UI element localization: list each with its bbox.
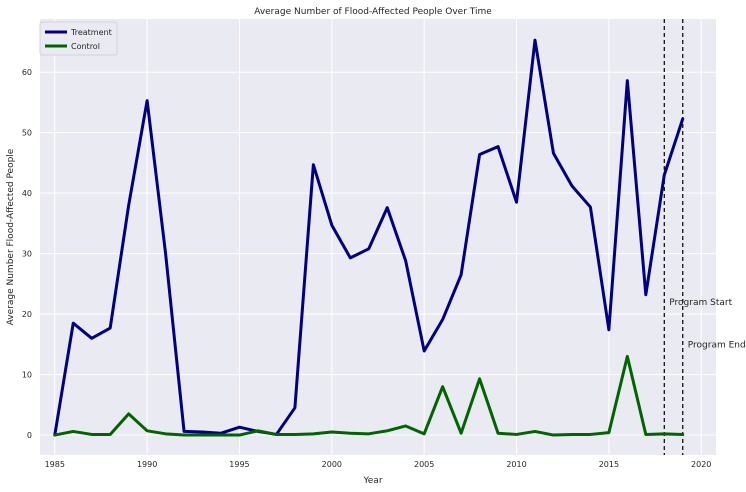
chart-grid bbox=[40, 19, 716, 455]
legend: Treatment Control bbox=[39, 21, 118, 56]
x-tick-label: 2015 bbox=[599, 460, 619, 469]
legend-treatment-label: Treatment bbox=[70, 28, 112, 37]
y-tick-label: 40 bbox=[22, 189, 32, 198]
series-line-control bbox=[53, 354, 685, 437]
y-tick-label: 30 bbox=[22, 250, 32, 259]
program-lines bbox=[663, 19, 684, 455]
x-tick-label: 2000 bbox=[322, 460, 342, 469]
chart-title: Average Number of Flood-Affected People … bbox=[254, 7, 492, 17]
chart-ticks: 1985 1990 1995 2000 2005 2010 2015 2020 0 10 20 30 4… bbox=[22, 68, 712, 469]
program-end-label: Program End bbox=[688, 340, 746, 350]
series-line-treatment bbox=[53, 38, 685, 437]
chart-series bbox=[53, 38, 685, 437]
x-tick-label: 1985 bbox=[45, 460, 65, 469]
y-axis-label: Average Number Flood-Affected People bbox=[6, 148, 16, 325]
x-axis-label: Year bbox=[362, 476, 382, 486]
legend-control-label: Control bbox=[71, 42, 100, 51]
x-tick-label: 1995 bbox=[229, 460, 249, 469]
program-start-label: Program Start bbox=[669, 298, 732, 308]
x-tick-label: 2010 bbox=[506, 460, 526, 469]
chart-plot-area bbox=[40, 19, 716, 455]
y-tick-label: 60 bbox=[22, 68, 32, 77]
x-tick-label: 2005 bbox=[414, 460, 434, 469]
x-tick-label: 1990 bbox=[137, 460, 157, 469]
y-tick-label: 0 bbox=[27, 431, 32, 440]
x-tick-label: 2020 bbox=[691, 460, 711, 469]
y-tick-label: 20 bbox=[22, 310, 32, 319]
y-tick-label: 50 bbox=[22, 129, 32, 138]
y-tick-label: 10 bbox=[22, 371, 32, 380]
chart-annotations: Program Start Program End bbox=[669, 298, 745, 350]
